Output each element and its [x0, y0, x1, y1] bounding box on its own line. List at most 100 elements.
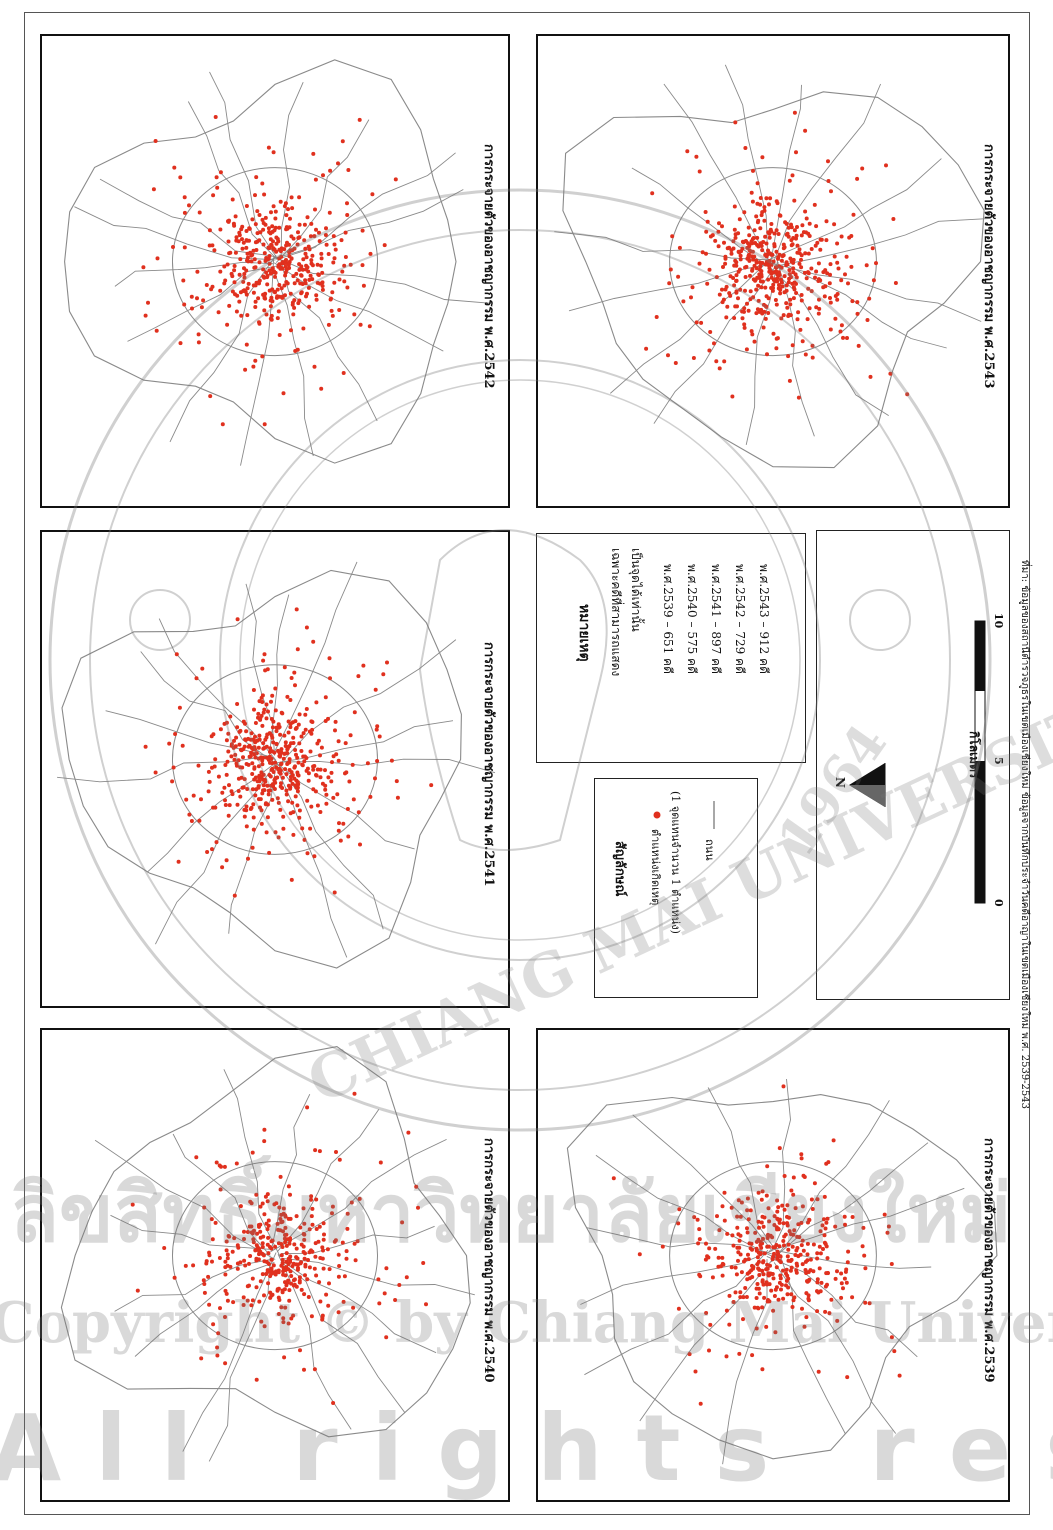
crime-point	[783, 220, 788, 225]
crime-point	[296, 773, 301, 778]
crime-point	[839, 278, 844, 283]
crime-point	[258, 1249, 263, 1254]
crime-point	[373, 776, 377, 781]
crime-point	[767, 235, 772, 240]
crime-point	[310, 277, 315, 282]
crime-point	[318, 810, 323, 814]
crime-point	[289, 1316, 294, 1321]
road-line	[172, 1133, 271, 1256]
crime-point	[768, 196, 773, 201]
crime-point	[289, 676, 294, 680]
north-arrow-icon	[849, 763, 886, 807]
crime-point	[238, 794, 243, 799]
crime-point	[182, 210, 187, 215]
crime-point	[311, 787, 316, 792]
crime-point	[258, 1204, 263, 1209]
crime-point	[284, 1232, 289, 1237]
crime-point	[806, 286, 811, 291]
crime-point	[788, 302, 793, 307]
crime-point	[206, 1274, 211, 1279]
crime-point	[283, 273, 288, 278]
crime-point	[745, 1226, 749, 1231]
map-panel-2543: การกระจายตัวของอาชญากรรม พ.ศ.2543	[536, 34, 1010, 508]
crime-point	[237, 742, 242, 747]
crime-point	[741, 1295, 746, 1300]
crime-point	[304, 625, 309, 630]
crime-point	[855, 176, 860, 181]
crime-point	[358, 322, 363, 327]
crime-point	[698, 1274, 703, 1279]
crime-point	[776, 1297, 781, 1302]
crime-point	[855, 300, 860, 305]
crime-point	[316, 273, 321, 277]
crime-point	[241, 1295, 246, 1300]
crime-point	[757, 1225, 761, 1230]
crime-point	[818, 1229, 823, 1234]
crime-point	[842, 1276, 847, 1281]
crime-point	[320, 1316, 325, 1320]
crime-point	[330, 290, 335, 295]
crime-point	[251, 290, 256, 295]
crime-point	[358, 842, 362, 847]
crime-point	[799, 1156, 804, 1161]
crime-point	[291, 312, 296, 317]
crime-point	[746, 225, 751, 230]
crime-point	[782, 1207, 787, 1212]
crime-point	[283, 1214, 288, 1219]
crime-point	[297, 808, 302, 813]
crime-point	[784, 301, 789, 306]
crime-point	[377, 1301, 382, 1306]
crime-point	[705, 281, 710, 286]
crime-point	[770, 288, 775, 293]
crime-point	[750, 199, 755, 204]
crime-point	[747, 258, 752, 263]
crime-point	[238, 1204, 243, 1209]
crime-point	[779, 258, 784, 263]
crime-point	[300, 826, 305, 831]
crime-point	[867, 296, 872, 301]
crime-point	[860, 166, 865, 171]
crime-point	[794, 291, 799, 295]
crime-point	[260, 1272, 265, 1277]
crime-point	[799, 265, 804, 270]
crime-point	[800, 339, 805, 344]
crime-point	[785, 1223, 790, 1228]
crime-point	[244, 204, 249, 208]
road-line	[275, 119, 370, 263]
crime-point	[304, 255, 309, 260]
crime-point	[286, 799, 291, 804]
crime-point	[796, 310, 801, 315]
crime-point	[759, 1220, 764, 1225]
crime-point	[722, 1218, 727, 1223]
crime-point	[254, 1192, 259, 1197]
road-line	[779, 1254, 846, 1435]
crime-point	[243, 367, 248, 372]
crime-point	[245, 258, 249, 263]
crime-point	[746, 1252, 750, 1257]
symbols-heading: สัญลักษณ์	[612, 841, 627, 897]
crime-point	[735, 1214, 740, 1219]
crime-point	[194, 676, 199, 681]
road-line	[771, 1078, 791, 1252]
crime-point	[378, 1160, 383, 1165]
crime-point	[290, 781, 295, 786]
crime-point	[758, 1252, 763, 1257]
crime-point	[752, 339, 757, 344]
crime-point	[200, 666, 205, 671]
crime-point	[273, 1270, 278, 1275]
road-line	[775, 1250, 932, 1269]
crime-point	[210, 1259, 214, 1264]
crime-point	[720, 224, 724, 229]
road-line	[278, 152, 456, 260]
crime-point	[253, 193, 257, 198]
crime-point	[778, 291, 783, 296]
crime-point	[222, 785, 227, 790]
crime-point	[863, 1266, 868, 1271]
crime-point	[254, 248, 259, 252]
crime-point	[287, 254, 292, 259]
crime-point	[295, 803, 300, 808]
crime-point	[187, 203, 191, 208]
crime-point	[233, 744, 238, 749]
crime-point	[730, 1233, 735, 1238]
crime-point	[236, 1245, 241, 1250]
